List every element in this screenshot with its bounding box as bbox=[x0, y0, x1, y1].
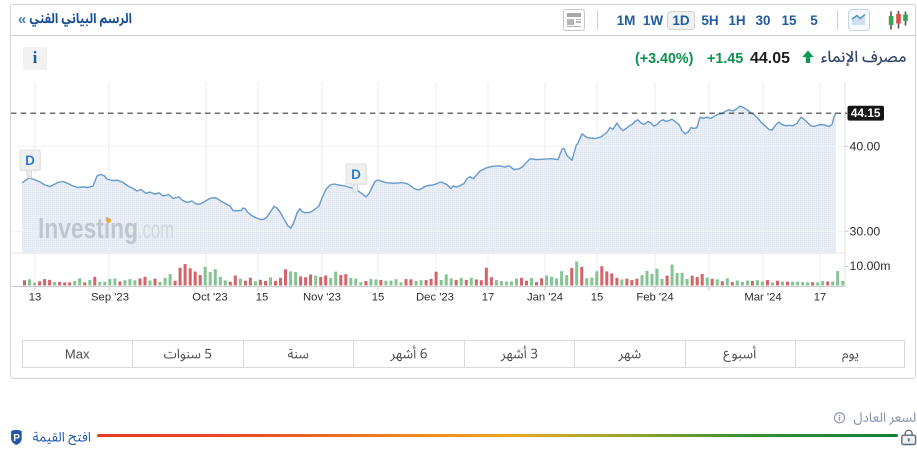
svg-text:.com: .com bbox=[138, 216, 174, 244]
svg-text:17: 17 bbox=[482, 292, 495, 304]
svg-text:44.15: 44.15 bbox=[851, 106, 881, 120]
svg-text:Feb '24: Feb '24 bbox=[636, 292, 673, 304]
svg-text:Oct '23: Oct '23 bbox=[192, 292, 227, 304]
svg-text:Max: Max bbox=[65, 346, 90, 361]
svg-text:40.00: 40.00 bbox=[850, 140, 881, 154]
svg-text:Sep '23: Sep '23 bbox=[91, 292, 129, 304]
svg-text:17: 17 bbox=[814, 292, 827, 304]
svg-text:10.00m: 10.00m bbox=[850, 259, 891, 273]
svg-text:D: D bbox=[25, 153, 35, 168]
svg-text:Dec '23: Dec '23 bbox=[416, 292, 454, 304]
svg-text:15: 15 bbox=[591, 292, 604, 304]
svg-text:15: 15 bbox=[256, 292, 269, 304]
svg-text:Investing: Investing bbox=[38, 213, 138, 245]
svg-text:15: 15 bbox=[372, 292, 385, 304]
svg-text:Jan '24: Jan '24 bbox=[527, 292, 563, 304]
svg-text:30.00: 30.00 bbox=[850, 225, 881, 239]
svg-text:D: D bbox=[351, 167, 361, 182]
svg-text:P: P bbox=[13, 433, 20, 444]
svg-text:Nov '23: Nov '23 bbox=[303, 292, 341, 304]
svg-text:Mar '24: Mar '24 bbox=[744, 292, 781, 304]
svg-text:13: 13 bbox=[29, 292, 42, 304]
